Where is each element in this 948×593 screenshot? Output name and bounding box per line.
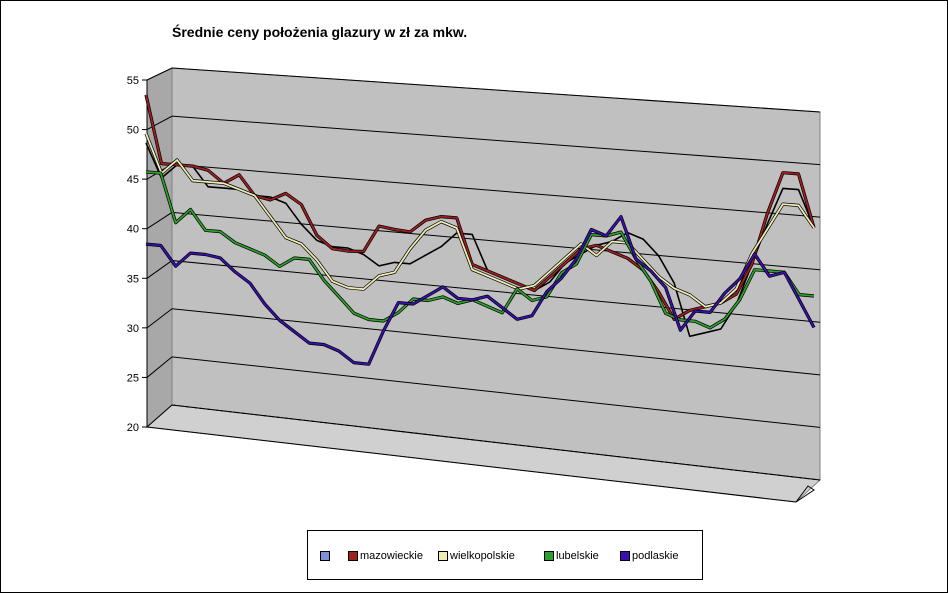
legend-item-podlaskie: podlaskie bbox=[620, 549, 678, 563]
gridline bbox=[146, 67, 821, 113]
legend-label: mazowieckie bbox=[360, 550, 423, 562]
y-tick-label: 35 bbox=[127, 273, 139, 285]
legend-swatch bbox=[620, 551, 630, 561]
x-axis-line bbox=[146, 426, 797, 503]
legend-swatch bbox=[320, 551, 330, 561]
legend-item-lubelskie: lubelskie bbox=[544, 549, 599, 563]
y-tick-label: 55 bbox=[127, 75, 139, 87]
chart-walls bbox=[145, 67, 822, 503]
y-tick-label: 45 bbox=[127, 174, 139, 186]
gridline bbox=[146, 356, 821, 428]
chart-title: Średnie ceny położenia glazury w zł za m… bbox=[172, 24, 468, 40]
legend-swatch bbox=[348, 551, 358, 561]
legend-label: wielkopolskie bbox=[450, 550, 515, 562]
y-tick-label: 30 bbox=[127, 323, 139, 335]
gridline bbox=[146, 404, 821, 481]
y-tick-label: 40 bbox=[127, 224, 139, 236]
gridline bbox=[146, 115, 821, 166]
legend-item-mazowieckie: mazowieckie bbox=[348, 549, 423, 563]
x-axis-end-ticks bbox=[795, 485, 815, 503]
legend-label: lubelskie bbox=[556, 550, 599, 562]
legend-item bbox=[320, 549, 332, 563]
series-line-wielkopolskie bbox=[145, 133, 815, 308]
y-tick-label: 20 bbox=[127, 422, 139, 434]
chart-legend: mazowieckie wielkopolskie lubelskie podl… bbox=[307, 530, 703, 580]
y-tick-label: 25 bbox=[127, 372, 139, 384]
series-line-mazowieckie bbox=[145, 94, 815, 321]
legend-label: podlaskie bbox=[632, 550, 679, 562]
legend-item-wielkopolskie: wielkopolskie bbox=[438, 549, 515, 563]
gridline bbox=[146, 308, 821, 376]
legend-swatch bbox=[544, 551, 554, 561]
series-line-lubelskie bbox=[145, 171, 815, 329]
chart-series bbox=[144, 94, 816, 366]
y-axis-ticks: 20 25 30 35 40 45 50 55 bbox=[127, 75, 147, 434]
series-line-podlaskie bbox=[145, 215, 815, 366]
y-tick-label: 50 bbox=[127, 125, 139, 137]
legend-swatch bbox=[438, 551, 448, 561]
